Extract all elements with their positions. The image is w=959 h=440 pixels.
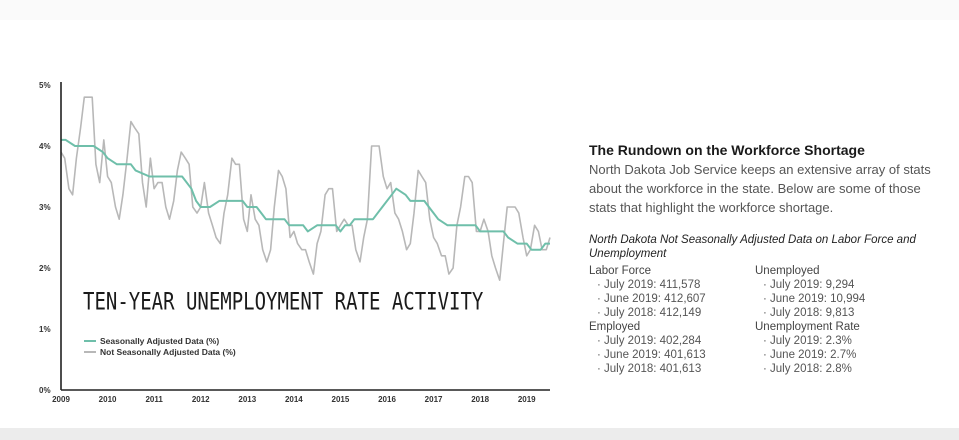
stat-group: Employed · July 2019: 402,284 · June 201… xyxy=(589,320,755,376)
x-tick-label: 2019 xyxy=(518,395,536,404)
panel-intro: North Dakota Job Service keeps an extens… xyxy=(589,162,931,215)
stat-item: · June 2019: 2.7% xyxy=(763,349,857,361)
x-tick-label: 2012 xyxy=(192,395,210,404)
stat-item: · July 2019: 2.3% xyxy=(763,335,852,347)
x-tick-label: 2015 xyxy=(332,395,350,404)
stat-item: · June 2019: 401,613 xyxy=(597,349,706,361)
top-band xyxy=(0,0,959,20)
stats-left-column: Labor Force · July 2019: 411,578 · June … xyxy=(589,264,755,376)
stat-item: · July 2018: 2.8% xyxy=(763,363,852,375)
x-tick-label: 2016 xyxy=(378,395,396,404)
seasonally-adjusted-line xyxy=(61,138,550,251)
x-tick-label: 2017 xyxy=(425,395,443,404)
legend-entry-seasonal: Seasonally Adjusted Data (%) xyxy=(84,335,236,346)
stats-subtitle: North Dakota Not Seasonally Adjusted Dat… xyxy=(589,234,916,260)
stat-group: Labor Force · July 2019: 411,578 · June … xyxy=(589,264,755,320)
x-tick-label: 2018 xyxy=(471,395,489,404)
y-tick-label: 5% xyxy=(39,81,51,90)
stats-right-column: Unemployed · July 2019: 9,294 · June 201… xyxy=(755,264,921,376)
x-tick-label: 2010 xyxy=(99,395,117,404)
y-tick-label: 1% xyxy=(39,325,51,334)
chart-legend: Seasonally Adjusted Data (%) Not Seasona… xyxy=(84,335,236,357)
stat-group: Unemployed · July 2019: 9,294 · June 201… xyxy=(755,264,921,320)
stat-item: · July 2019: 402,284 xyxy=(597,335,702,347)
stat-item: · July 2018: 9,813 xyxy=(763,307,855,319)
stat-item: · July 2018: 401,613 xyxy=(597,363,702,375)
unemployment-line-chart: 0% 1% 2% 3% 4% 5% 2009 2010 2011 2012 2013 2014 2015… xyxy=(39,81,551,404)
stat-group-label: Unemployment Rate xyxy=(755,321,860,333)
stat-group-label: Labor Force xyxy=(589,265,652,277)
stat-item: · July 2018: 412,149 xyxy=(597,307,702,319)
stat-group: Unemployment Rate · July 2019: 2.3% · Ju… xyxy=(755,320,921,376)
stat-item: · July 2019: 411,578 xyxy=(597,279,701,291)
rundown-panel: The Rundown on the Workforce Shortage No… xyxy=(589,142,934,376)
stat-item: · June 2019: 10,994 xyxy=(763,293,866,305)
legend-label-seasonal: Seasonally Adjusted Data (%) xyxy=(100,335,220,346)
legend-entry-not-seasonal: Not Seasonally Adjusted Data (%) xyxy=(84,346,236,357)
panel-title: The Rundown on the Workforce Shortage xyxy=(589,142,865,158)
x-tick-label: 2013 xyxy=(238,395,256,404)
legend-label-not-seasonal: Not Seasonally Adjusted Data (%) xyxy=(100,346,236,357)
legend-swatch-seasonal xyxy=(84,339,96,342)
stat-group-label: Employed xyxy=(589,321,641,333)
y-tick-label: 0% xyxy=(39,386,51,395)
not-seasonally-adjusted-line xyxy=(60,96,551,281)
stats-columns: Labor Force · July 2019: 411,578 · June … xyxy=(589,264,934,376)
bottom-band xyxy=(0,428,959,440)
x-tick-label: 2009 xyxy=(52,395,70,404)
stat-group-label: Unemployed xyxy=(755,265,820,277)
stat-item: · June 2019: 412,607 xyxy=(597,293,706,305)
x-tick-label: 2011 xyxy=(145,395,163,404)
y-tick-label: 3% xyxy=(39,203,51,212)
legend-swatch-not-seasonal xyxy=(84,350,96,353)
y-tick-label: 2% xyxy=(39,264,51,273)
x-tick-label: 2014 xyxy=(285,395,303,404)
y-tick-label: 4% xyxy=(39,142,51,151)
chart-title: TEN-YEAR UNEMPLOYMENT RATE ACTIVITY xyxy=(83,288,484,316)
stat-item: · July 2019: 9,294 xyxy=(763,279,855,291)
